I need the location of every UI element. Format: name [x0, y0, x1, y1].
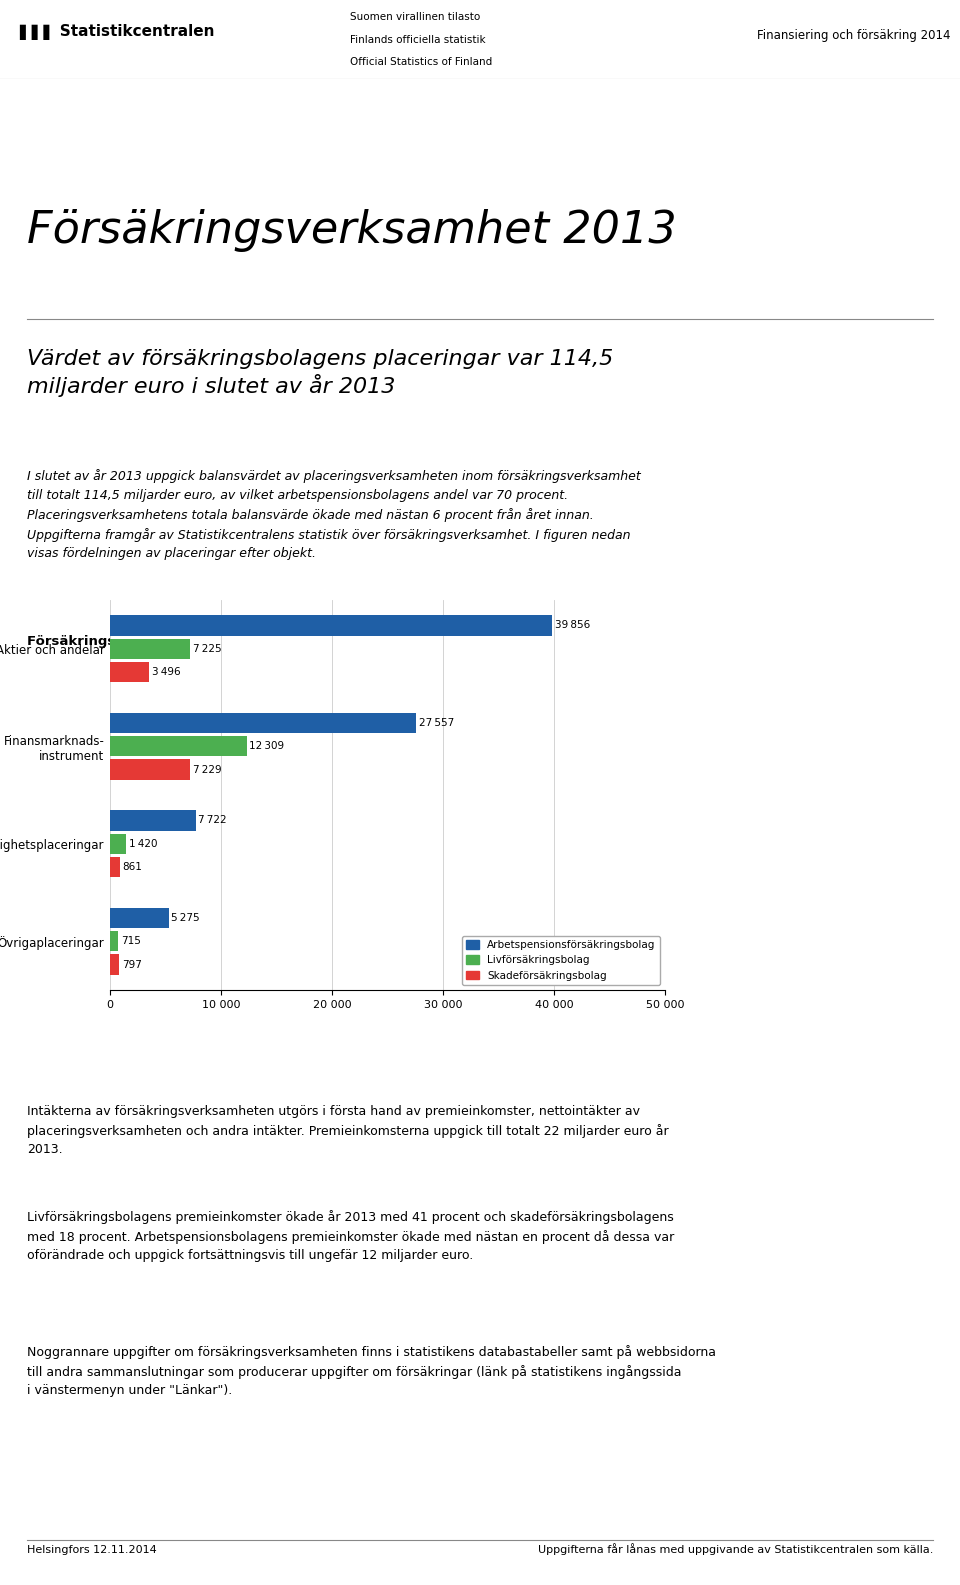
Bar [110, 663, 149, 682]
Text: Värdet av försäkringsbolagens placeringar var 114,5
miljarder euro i slutet av å: Värdet av försäkringsbolagens placeringa… [27, 349, 613, 398]
Text: 5 275: 5 275 [171, 913, 200, 922]
Text: 3 496: 3 496 [152, 667, 180, 677]
Text: 7 229: 7 229 [193, 764, 222, 775]
Text: Intäkterna av försäkringsverksamheten utgörs i första hand av premieinkomster, n: Intäkterna av försäkringsverksamheten ut… [27, 1105, 668, 1157]
Text: 1 420: 1 420 [129, 838, 157, 848]
Text: 39 856: 39 856 [555, 620, 590, 631]
Text: Official Statistics of Finland: Official Statistics of Finland [350, 57, 492, 67]
Text: Noggrannare uppgifter om försäkringsverksamheten finns i statistikens databastab: Noggrannare uppgifter om försäkringsverk… [27, 1346, 716, 1398]
Text: Livförsäkringsbolagens premieinkomster ökade år 2013 med 41 procent och skadeför: Livförsäkringsbolagens premieinkomster ö… [27, 1209, 674, 1262]
Text: I slutet av år 2013 uppgick balansvärdet av placeringsverksamheten inom försäkri: I slutet av år 2013 uppgick balansvärdet… [27, 469, 640, 561]
Text: 27 557: 27 557 [419, 718, 454, 728]
Text: Försäkringsbolagens placeringar 31.12.2013, Mn. euro: Försäkringsbolagens placeringar 31.12.20… [27, 634, 439, 648]
Text: Helsingfors 12.11.2014: Helsingfors 12.11.2014 [27, 1545, 156, 1555]
Bar [110, 930, 118, 951]
Text: 7 722: 7 722 [199, 815, 228, 826]
Bar [110, 713, 416, 732]
Bar [110, 639, 190, 659]
Text: 715: 715 [121, 937, 140, 946]
Bar [110, 857, 120, 877]
Bar [110, 735, 247, 756]
Text: Uppgifterna får lånas med uppgivande av Statistikcentralen som källa.: Uppgifterna får lånas med uppgivande av … [538, 1544, 933, 1555]
Text: 12 309: 12 309 [250, 742, 284, 751]
Bar [110, 759, 190, 780]
Bar [110, 615, 552, 636]
Text: 797: 797 [122, 959, 141, 970]
Legend: Arbetspensionsförsäkringsbolag, Livförsäkringsbolag, Skadeförsäkringsbolag: Arbetspensionsförsäkringsbolag, Livförsä… [463, 937, 660, 984]
Text: ▐▐▐  Statistikcentralen: ▐▐▐ Statistikcentralen [14, 24, 215, 40]
Bar [110, 834, 126, 854]
Text: Finansiering och försäkring 2014: Finansiering och försäkring 2014 [756, 29, 950, 43]
Text: Finlands officiella statistik: Finlands officiella statistik [350, 35, 486, 44]
Text: 861: 861 [122, 862, 142, 872]
Text: Försäkringsverksamhet 2013: Försäkringsverksamhet 2013 [27, 209, 677, 252]
Text: Suomen virallinen tilasto: Suomen virallinen tilasto [350, 13, 481, 22]
Bar [110, 954, 119, 975]
Bar [110, 810, 196, 831]
Text: 7 225: 7 225 [193, 644, 222, 653]
Bar [110, 908, 169, 929]
